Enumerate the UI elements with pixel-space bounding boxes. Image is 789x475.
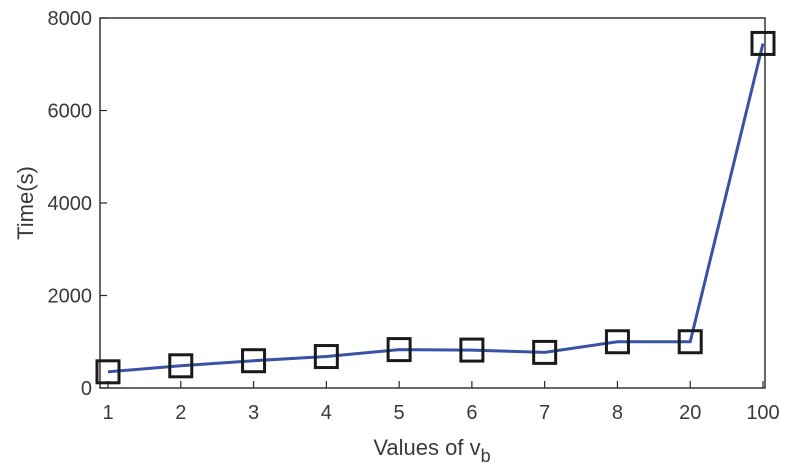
x-tick-label: 2 xyxy=(175,402,186,424)
data-point-marker xyxy=(532,339,558,365)
x-tick-label: 6 xyxy=(466,402,477,424)
data-point-marker xyxy=(95,359,121,385)
x-tick-label: 4 xyxy=(321,402,332,424)
x-tick-label: 7 xyxy=(539,402,550,424)
data-point-marker xyxy=(750,30,776,56)
data-point-marker xyxy=(604,329,630,355)
data-point-marker xyxy=(459,337,485,363)
data-point-marker xyxy=(168,353,194,379)
y-tick-label: 8000 xyxy=(48,8,93,30)
x-axis-label-subscript: b xyxy=(481,446,491,466)
series-line xyxy=(107,43,765,374)
data-point-marker xyxy=(241,348,267,374)
x-tick-label: 5 xyxy=(394,402,405,424)
plot-area xyxy=(99,17,766,389)
data-point-marker xyxy=(386,337,412,363)
data-point-marker xyxy=(677,329,703,355)
x-axis-label: Values of vb xyxy=(373,435,490,466)
y-tick-label: 4000 xyxy=(48,193,93,215)
x-tick-label: 1 xyxy=(102,402,113,424)
y-tick-label: 0 xyxy=(81,378,92,400)
series-markers xyxy=(95,30,776,385)
x-tick-label: 20 xyxy=(679,402,701,424)
x-tick-label: 3 xyxy=(248,402,259,424)
x-axis-ticks: 1 2 3 4 5 6 7 8 20 100 xyxy=(102,381,780,424)
y-axis-ticks: 0 2000 4000 6000 8000 xyxy=(48,8,107,400)
y-axis-label: Time(s) xyxy=(13,166,38,240)
x-tick-label: 8 xyxy=(612,402,623,424)
x-axis-label-main: Values of v xyxy=(373,435,480,460)
y-tick-label: 6000 xyxy=(48,101,93,123)
x-tick-label: 100 xyxy=(746,402,779,424)
data-point-marker xyxy=(313,344,339,370)
y-tick-label: 2000 xyxy=(48,286,93,308)
